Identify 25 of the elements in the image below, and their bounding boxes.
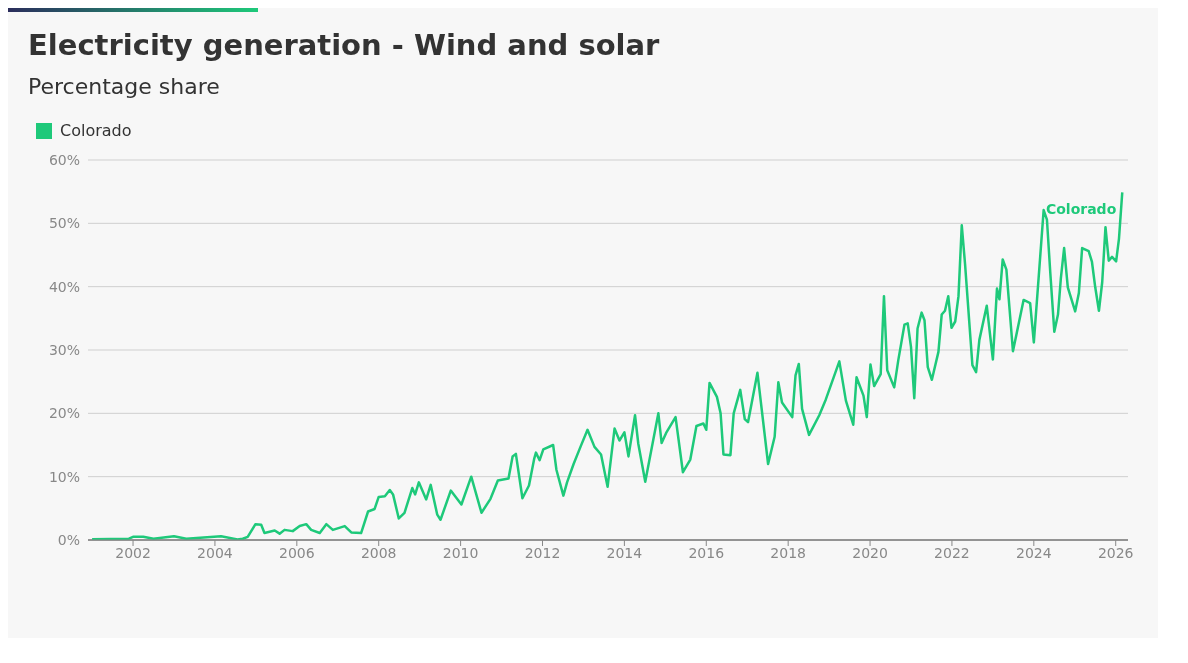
y-tick-label: 20% bbox=[48, 405, 80, 422]
x-tick-label: 2020 bbox=[852, 544, 888, 561]
x-tick-label: 2014 bbox=[606, 544, 643, 561]
chart-subtitle: Percentage share bbox=[28, 74, 221, 99]
x-tick-label: 2008 bbox=[360, 544, 397, 561]
x-tick-label: 2004 bbox=[197, 544, 233, 561]
x-tick-label: 2018 bbox=[770, 544, 806, 561]
y-tick-label: 60% bbox=[48, 151, 80, 168]
x-tick-label: 2024 bbox=[1016, 544, 1052, 561]
chart-title: Electricity generation - Wind and solar bbox=[28, 28, 661, 62]
x-tick-label: 2010 bbox=[442, 544, 479, 561]
x-tick-label: 2002 bbox=[115, 544, 151, 561]
y-tick-label: 0% bbox=[57, 531, 80, 548]
line-series bbox=[90, 191, 1124, 540]
y-tick-label: 30% bbox=[48, 341, 80, 358]
x-tick-label: 2012 bbox=[524, 544, 561, 561]
x-tick-label: 2022 bbox=[934, 544, 970, 561]
text: Colorado bbox=[1045, 201, 1117, 218]
y-tick-label: 40% bbox=[48, 278, 80, 295]
y-tick-label: 10% bbox=[48, 468, 80, 485]
x-tick-label: 2006 bbox=[279, 544, 315, 561]
x-tick-label: 2026 bbox=[1097, 544, 1134, 561]
legend-label: Colorado bbox=[60, 121, 132, 140]
x-tick-label: 2016 bbox=[688, 544, 725, 561]
y-tick-label: 50% bbox=[48, 215, 80, 232]
